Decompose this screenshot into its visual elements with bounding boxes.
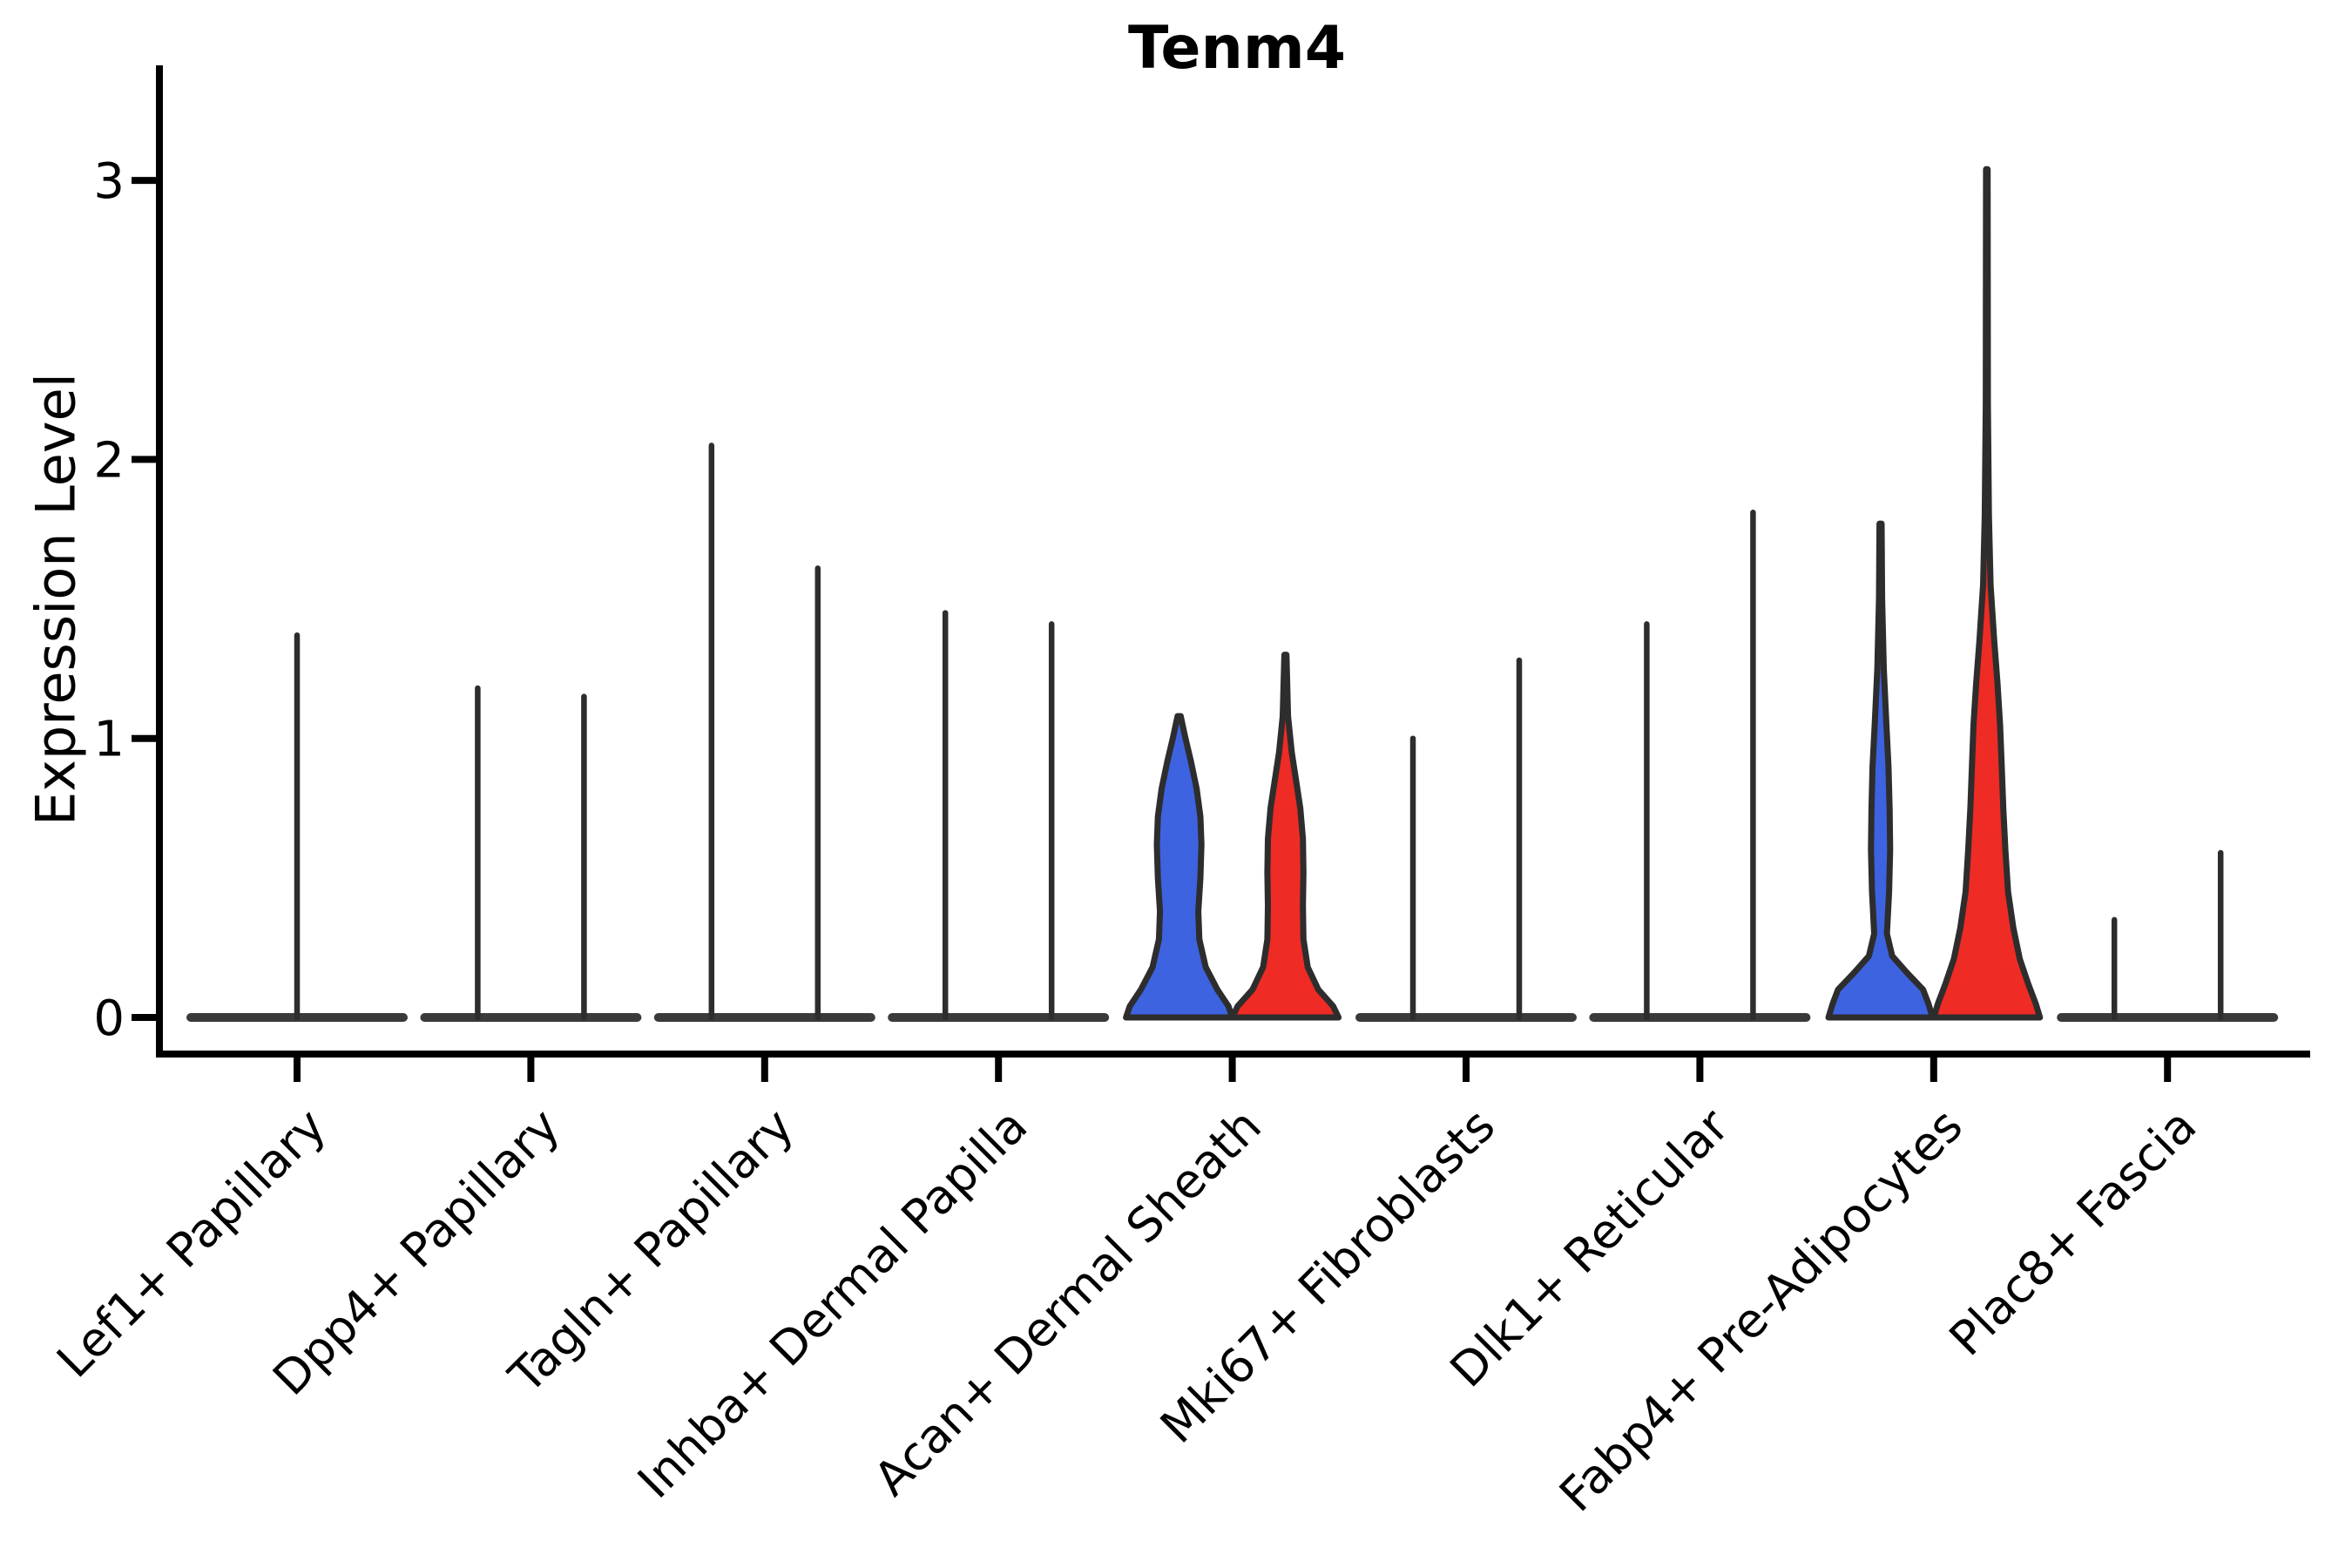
violin-group xyxy=(888,610,1110,1022)
violin-group xyxy=(1589,510,1811,1022)
x-category-label: Fabp4+ Pre-Adipocytes xyxy=(1549,1098,1973,1523)
violin-group xyxy=(653,443,875,1022)
x-category-label: Acan+ Dermal Sheath xyxy=(863,1098,1271,1506)
violin-red xyxy=(1930,166,2044,1021)
y-tick-label: 0 xyxy=(93,990,125,1047)
violin-group xyxy=(420,685,642,1022)
chart-title: Tenm4 xyxy=(1127,14,1347,83)
y-tick-label: 2 xyxy=(93,432,125,489)
x-category-label: Inhba+ Dermal Papilla xyxy=(627,1098,1037,1509)
y-tick-label: 3 xyxy=(93,153,125,210)
violin-group xyxy=(1825,166,2044,1021)
violin-red xyxy=(1229,652,1342,1021)
violin-blue xyxy=(1123,713,1236,1021)
violin-group xyxy=(1355,657,1577,1022)
violin-blue xyxy=(1825,520,1936,1021)
violin-group xyxy=(2057,849,2279,1022)
violin-group xyxy=(186,632,408,1022)
y-tick-label: 1 xyxy=(93,712,125,768)
violin-group xyxy=(1123,652,1342,1021)
x-category-label: Plac8+ Fascia xyxy=(1939,1098,2207,1367)
